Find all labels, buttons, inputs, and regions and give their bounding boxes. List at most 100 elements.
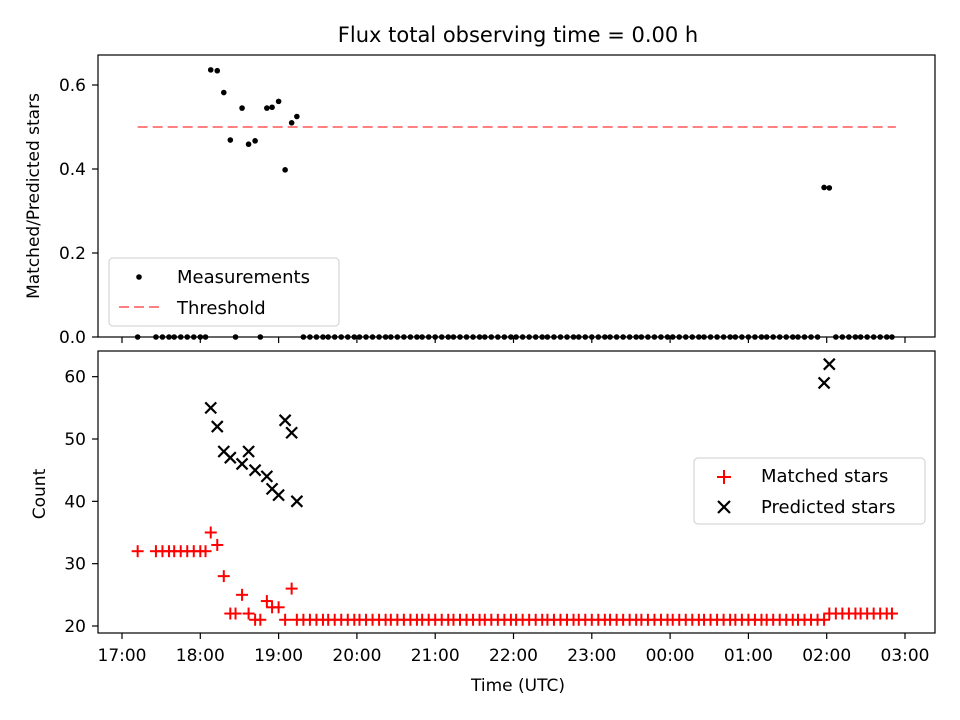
measurement-point <box>564 334 570 340</box>
matched-star-point <box>260 595 273 608</box>
measurement-point <box>852 334 859 340</box>
measurement-point <box>275 98 282 105</box>
measurement-point <box>432 334 439 340</box>
x-tick-label: 23:00 <box>567 646 616 666</box>
measurement-point <box>513 334 519 340</box>
bottom-legend-frame <box>693 457 926 525</box>
measurement-point <box>883 334 890 340</box>
matched-star-point <box>217 570 230 583</box>
measurement-point <box>463 334 470 340</box>
bottom-y-ticks: 20 30 40 50 60 <box>64 368 98 637</box>
matched-star-point <box>285 582 298 595</box>
matched-stars-points <box>131 526 898 626</box>
predicted-star-point <box>242 445 255 458</box>
measurement-point <box>190 334 197 340</box>
bottom-y-tick-label: 30 <box>64 555 86 575</box>
measurement-point <box>839 334 846 340</box>
measurement-point <box>425 334 432 340</box>
measurement-point <box>508 334 514 340</box>
measurement-point <box>532 334 539 340</box>
measurement-point <box>821 184 827 191</box>
matched-star-point <box>818 613 831 626</box>
measurement-point <box>394 334 401 340</box>
measurement-point <box>220 89 227 96</box>
measurement-point <box>214 67 221 74</box>
measurement-point <box>626 334 633 340</box>
measurement-point <box>177 334 184 340</box>
measurement-point <box>633 334 639 340</box>
x-tick-label: 22:00 <box>489 646 538 666</box>
matched-star-point <box>211 538 224 551</box>
top-legend: Measurements Threshold <box>108 257 340 327</box>
matched-star-point <box>279 613 292 626</box>
measurement-point <box>257 334 264 340</box>
measurement-point <box>202 334 209 340</box>
measurement-point <box>207 67 214 73</box>
measurement-point <box>414 334 420 340</box>
matched-star-point <box>254 613 267 626</box>
measurement-point <box>419 334 425 340</box>
matched-star-point <box>199 545 212 558</box>
predicted-star-point <box>204 401 218 415</box>
measurement-point <box>488 334 495 340</box>
legend-matched-marker <box>717 470 731 484</box>
measurement-point <box>159 334 166 340</box>
legend-measurements-label: Measurements <box>177 267 310 288</box>
measurement-point <box>620 334 626 340</box>
measurement-point <box>714 334 720 340</box>
predicted-star-point <box>823 357 836 371</box>
x-tick-label: 19:00 <box>254 646 303 666</box>
top-y-tick-label: 0.4 <box>59 160 86 180</box>
measurement-point <box>470 334 476 340</box>
matched-star-point <box>885 607 898 620</box>
measurement-point <box>826 185 833 191</box>
measurement-point <box>153 334 159 340</box>
measurement-point <box>575 334 582 340</box>
measurement-point <box>457 334 463 340</box>
measurement-point <box>313 334 320 340</box>
measurement-point <box>808 334 814 340</box>
measurement-point <box>857 334 864 340</box>
measurement-point <box>481 334 488 340</box>
measurement-point <box>338 334 345 340</box>
top-y-axis-label: Matched/Predicted stars <box>24 93 44 299</box>
legend-threshold-label: Threshold <box>176 298 266 319</box>
measurement-point <box>407 334 414 340</box>
measurement-point <box>184 334 191 340</box>
measurement-point <box>369 334 376 340</box>
measurement-point <box>363 334 369 340</box>
predicted-stars-points <box>204 357 836 508</box>
top-y-tick-label: 0.0 <box>59 328 86 348</box>
measurement-point <box>682 334 689 340</box>
measurement-point <box>752 334 758 340</box>
measurement-point <box>269 104 275 111</box>
measurement-point <box>701 334 707 340</box>
measurement-point <box>696 334 702 340</box>
measurement-point <box>557 334 564 340</box>
chart-title: Flux total observing time = 0.00 h <box>338 23 698 47</box>
measurement-point <box>689 334 696 340</box>
predicted-star-point <box>235 457 249 471</box>
measurement-point <box>544 334 551 340</box>
legend-measurements-marker <box>136 274 142 280</box>
measurement-point <box>288 120 295 126</box>
matched-star-point <box>229 607 242 620</box>
measurement-point <box>282 167 288 173</box>
measurement-point <box>197 334 204 340</box>
x-tick-label: 02:00 <box>802 646 851 666</box>
measurement-point <box>351 334 358 340</box>
measurement-point <box>300 334 307 340</box>
measurement-point <box>344 334 351 340</box>
x-axis-label: Time (UTC) <box>470 676 565 696</box>
measurement-point <box>814 334 821 340</box>
predicted-star-point <box>248 463 262 477</box>
measurement-point <box>495 334 501 340</box>
predicted-star-point <box>278 414 292 427</box>
x-tick-label: 21:00 <box>411 646 460 666</box>
measurement-point <box>846 334 852 340</box>
measurement-point <box>450 334 457 340</box>
measurement-point <box>758 334 765 340</box>
measurement-point <box>613 334 620 340</box>
x-tick-label: 17:00 <box>98 646 147 666</box>
